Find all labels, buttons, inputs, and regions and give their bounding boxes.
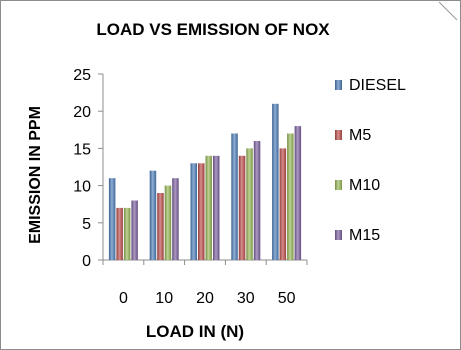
legend-swatch-m5 (335, 130, 342, 140)
chart-title: LOAD VS EMISSION OF NOX (96, 20, 330, 39)
bar-diesel-0 (108, 178, 116, 260)
y-tick-label: 5 (82, 216, 91, 233)
x-tick-label: 20 (196, 290, 214, 307)
legend-label-diesel: DIESEL (349, 77, 406, 94)
legend-label-m5: M5 (349, 127, 371, 144)
bar-m5-0 (116, 207, 123, 260)
legend-swatch-diesel (335, 80, 342, 90)
y-tick-label: 20 (73, 104, 91, 121)
bar-diesel-30 (231, 133, 238, 260)
bar-m5-30 (238, 155, 246, 260)
legend-label-m10: M10 (349, 177, 380, 194)
bar-m10-30 (246, 148, 253, 260)
bar-m15-50 (294, 126, 302, 260)
y-tick-label: 10 (73, 179, 91, 196)
bar-m10-10 (164, 185, 172, 260)
x-tick-label: 10 (155, 290, 173, 307)
bar-m10-50 (287, 133, 294, 260)
x-axis-label: LOAD IN (N) (146, 322, 244, 341)
y-tick-label: 25 (73, 67, 91, 84)
legend-label-m15: M15 (349, 227, 380, 244)
y-tick-label: 15 (73, 141, 91, 158)
bar-diesel-20 (190, 163, 197, 260)
bar-m15-30 (253, 141, 261, 260)
bar-m5-20 (198, 163, 205, 260)
bar-m10-20 (205, 155, 212, 260)
bar-m5-10 (157, 193, 164, 260)
legend: DIESEL M5 M10 M15 (335, 77, 406, 244)
bar-m15-20 (213, 155, 220, 260)
bar-diesel-10 (149, 170, 157, 260)
y-axis-label: EMISSION IN PPM (27, 106, 44, 244)
page-curl-icon (438, 1, 458, 21)
bar-diesel-50 (272, 103, 279, 260)
plot-area: 0 5 10 15 20 25 0 10 20 30 50 (73, 67, 308, 307)
x-tick-label: 50 (278, 290, 296, 307)
y-tick-label: 0 (82, 253, 91, 270)
legend-swatch-m15 (335, 230, 342, 240)
x-tick-label: 30 (237, 290, 255, 307)
bar-m5-50 (279, 148, 287, 260)
bar-m15-0 (131, 200, 138, 260)
bar-m15-10 (172, 178, 179, 260)
x-tick-label: 0 (119, 290, 128, 307)
legend-swatch-m10 (335, 180, 342, 190)
bar-m10-0 (123, 207, 131, 260)
